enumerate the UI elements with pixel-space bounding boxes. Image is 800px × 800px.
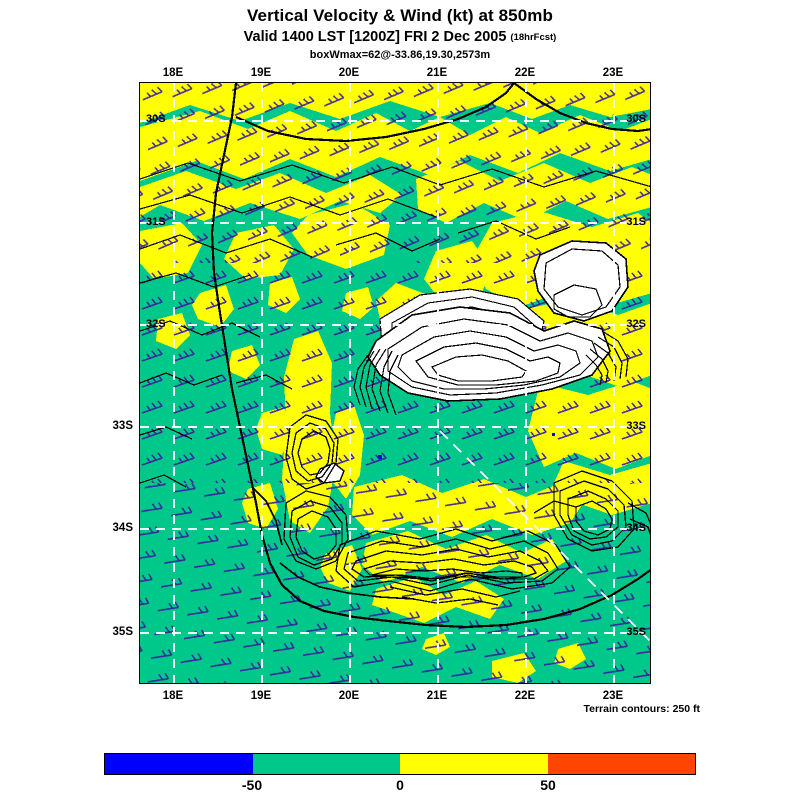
colorbar-segments (104, 753, 696, 775)
terrain-contour-note: Terrain contours: 250 ft (583, 703, 701, 715)
terrain-southern-ranges (283, 414, 571, 606)
lat-lon-grid (140, 83, 650, 683)
valid-time-text: Valid 1400 LST [1200Z] FRI 2 Dec 2005 (243, 29, 507, 45)
forecast-hour-text: (18hrFcst) (510, 32, 557, 43)
colorbar-segment-green (252, 754, 400, 774)
x-tick-top-23e: 23E (602, 67, 624, 79)
colorbar-tick-minus50: -50 (241, 777, 263, 793)
x-tick-bottom-20e: 20E (338, 690, 360, 702)
x-tick-bottom-22e: 22E (514, 690, 536, 702)
colorbar-tick-zero: 0 (396, 777, 404, 793)
coastline-secondary (251, 486, 415, 600)
map-plot-area: 30S 31S 32S 30S 31S 32S 33S 34S 35S 18E … (113, 67, 651, 702)
coastline (210, 83, 650, 629)
x-tick-top-20e: 20E (338, 67, 360, 79)
terrain-misc-contours (140, 162, 650, 488)
x-tick-bottom-19e: 19E (250, 690, 272, 702)
colorbar-tick-plus50: 50 (540, 777, 556, 793)
boxwmax-annotation: boxWmax=62@-33.86,19.30,2573m (309, 49, 491, 61)
colorbar-segment-blue (105, 754, 253, 774)
page-title: Vertical Velocity & Wind (kt) at 850mb (247, 6, 553, 25)
colorbar-segment-orange (547, 754, 695, 774)
x-tick-top-22e: 22E (514, 67, 536, 79)
x-tick-top-21e: 21E (426, 67, 448, 79)
x-tick-bottom-18e: 18E (162, 690, 184, 702)
terrain-massif-main (353, 306, 629, 416)
colorbar (104, 753, 696, 775)
x-tick-bottom-23e: 23E (602, 690, 624, 702)
valid-time-subtitle: Valid 1400 LST [1200Z] FRI 2 Dec 2005 (1… (0, 28, 800, 47)
weather-map-canvas (140, 83, 650, 683)
x-tick-top-18e: 18E (162, 67, 184, 79)
terrain-contour-group (140, 162, 650, 606)
terrain-eastern-escarpment (533, 470, 650, 552)
map-frame: 30S 31S 32S 30S 31S 32S 33S 34S 35S (139, 82, 651, 684)
x-tick-bottom-21e: 21E (426, 690, 448, 702)
y-tick-left-34s: 34S (112, 522, 133, 534)
colorbar-segment-yellow (400, 754, 548, 774)
colorbar-tick-labels: -50 0 50 (104, 777, 696, 797)
terrain-massif-northeast (533, 240, 629, 322)
x-tick-top-19e: 19E (250, 67, 272, 79)
y-tick-left-33s: 33S (112, 420, 133, 432)
y-tick-left-35s: 35S (112, 626, 133, 638)
title-block: Vertical Velocity & Wind (kt) at 850mb V… (0, 6, 800, 62)
